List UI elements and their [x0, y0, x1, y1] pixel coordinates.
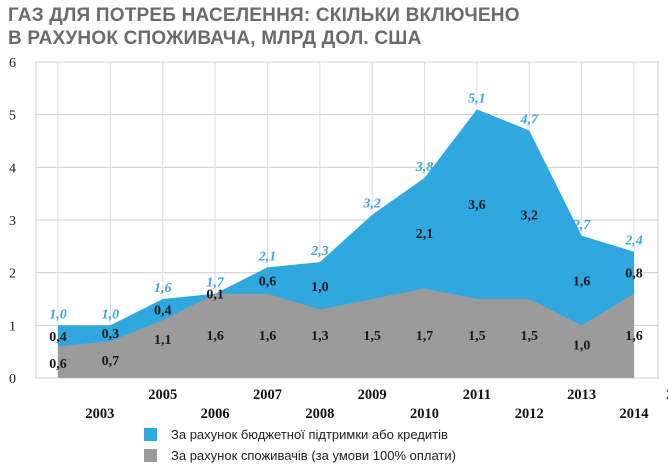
legend-label-budget: За рахунок бюджетної підтримки або креди… [171, 427, 448, 442]
total-label: 1,7 [206, 276, 225, 291]
budget-label: 1,6 [573, 275, 591, 290]
budget-label: 3,6 [468, 198, 486, 213]
data-labels: 1,00,40,61,00,30,71,60,41,11,70,11,62,10… [49, 91, 643, 372]
consumer-label: 1,6 [625, 329, 643, 344]
chart-title: ГАЗ ДЛЯ ПОТРЕБ НАСЕЛЕННЯ: СКІЛЬКИ ВКЛЮЧЕ… [8, 4, 520, 50]
budget-label: 2,1 [416, 227, 434, 242]
legend-item-budget: За рахунок бюджетної підтримки або креди… [144, 427, 448, 442]
consumer-label: 1,5 [363, 329, 381, 344]
total-label: 3,8 [415, 160, 434, 175]
consumer-label: 1,1 [154, 333, 172, 348]
legend-item-consumer: За рахунок споживачів (за умови 100% опл… [144, 448, 456, 463]
legend-swatch-consumer [144, 449, 157, 462]
budget-label: 1,0 [311, 280, 329, 295]
total-label: 2,1 [258, 249, 277, 264]
x-tick-label: 2010 [410, 406, 439, 422]
area-series-consumer [58, 288, 634, 378]
consumer-label: 0,6 [49, 357, 67, 372]
total-label: 5,1 [468, 91, 486, 106]
total-label: 2,4 [624, 234, 643, 249]
legend-swatch-budget [144, 428, 157, 441]
x-tick-label: 2013 [567, 387, 596, 403]
consumer-label: 1,5 [468, 329, 486, 344]
y-tick-label: 6 [9, 56, 16, 71]
total-label: 4,7 [520, 112, 540, 127]
x-tick-label: 2007 [253, 387, 282, 403]
budget-label: 0,4 [49, 330, 67, 345]
chart-areas [58, 109, 634, 379]
budget-label: 0,1 [206, 288, 224, 303]
total-label: 2,7 [572, 218, 592, 233]
total-label: 1,0 [49, 307, 67, 322]
budget-label: 0,6 [259, 275, 277, 290]
consumer-label: 1,5 [521, 329, 539, 344]
x-tick-label: 2003 [85, 406, 114, 422]
x-tick-label: 2005 [148, 387, 177, 403]
y-tick-label: 5 [9, 109, 16, 124]
budget-label: 0,8 [625, 267, 643, 282]
budget-label: 0,3 [102, 327, 120, 342]
total-label: 1,0 [102, 307, 120, 322]
x-tick-label: 2009 [358, 387, 387, 403]
y-tick-label: 1 [9, 319, 16, 334]
x-tick-label: 2014 [620, 406, 649, 422]
x-tick-label: 2006 [201, 406, 230, 422]
y-tick-label: 4 [9, 161, 16, 176]
y-tick-label: 2 [9, 267, 16, 282]
x-tick-label: 2008 [305, 406, 334, 422]
chart-title-line1: ГАЗ ДЛЯ ПОТРЕБ НАСЕЛЕННЯ: СКІЛЬКИ ВКЛЮЧЕ… [8, 5, 520, 26]
consumer-label: 1,3 [311, 329, 329, 344]
consumer-label: 1,0 [573, 338, 591, 353]
x-axis-ticks: 2005 2007 2009 2011 2013 2015П 2003 2006 2008 201… [85, 387, 668, 422]
consumer-label: 1,7 [416, 329, 434, 344]
x-tick-label: 2012 [515, 406, 544, 422]
total-label: 3,2 [362, 197, 381, 212]
y-tick-label: 0 [9, 372, 16, 387]
total-label: 1,6 [154, 281, 172, 296]
consumer-label: 1,6 [259, 329, 277, 344]
y-tick-label: 3 [9, 214, 16, 229]
budget-label: 0,4 [154, 304, 172, 319]
y-axis-ticks: 0 1 2 3 4 5 6 [9, 56, 16, 387]
x-tick-label: 2015П [666, 387, 668, 403]
x-tick-label: 2011 [463, 387, 491, 403]
consumer-label: 1,6 [206, 329, 224, 344]
total-label: 2,3 [310, 244, 329, 259]
budget-label: 3,2 [521, 209, 539, 224]
consumer-label: 0,7 [102, 354, 120, 369]
chart-title-line2: В РАХУНОК СПОЖИВАЧА, МЛРД ДОЛ. США [8, 28, 422, 49]
legend-label-consumer: За рахунок споживачів (за умови 100% опл… [171, 448, 456, 463]
